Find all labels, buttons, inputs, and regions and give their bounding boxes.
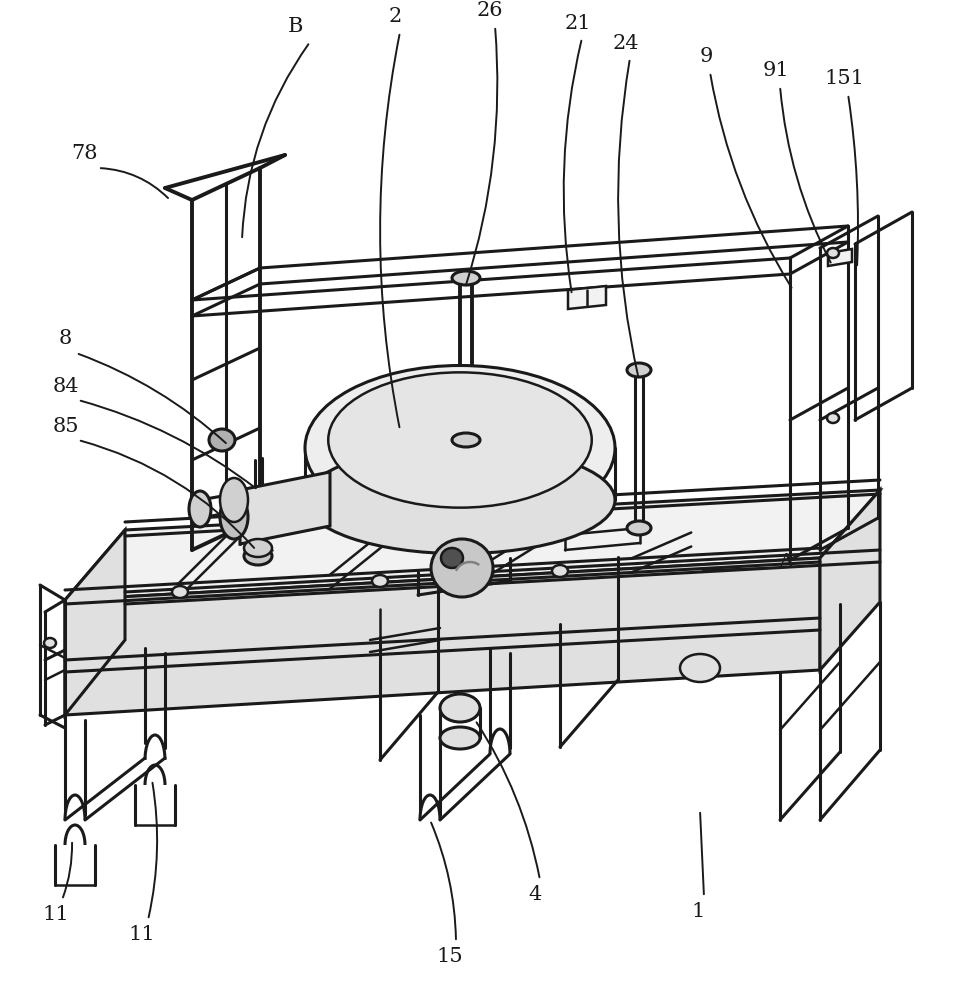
Text: 78: 78: [71, 144, 98, 163]
Ellipse shape: [208, 429, 235, 451]
Ellipse shape: [189, 491, 211, 527]
Text: 4: 4: [528, 885, 541, 904]
Ellipse shape: [626, 363, 650, 377]
Text: 151: 151: [823, 69, 864, 88]
Ellipse shape: [372, 575, 387, 587]
Text: 8: 8: [59, 329, 71, 348]
Text: 84: 84: [53, 377, 79, 396]
Text: 1: 1: [690, 902, 704, 921]
Ellipse shape: [220, 495, 247, 539]
Polygon shape: [65, 558, 820, 715]
Text: 15: 15: [436, 947, 463, 966]
Ellipse shape: [244, 547, 272, 565]
Text: 91: 91: [762, 61, 788, 80]
Ellipse shape: [452, 271, 479, 285]
Ellipse shape: [826, 248, 838, 258]
Ellipse shape: [172, 586, 188, 598]
Text: 21: 21: [564, 14, 591, 33]
Text: 9: 9: [698, 47, 712, 66]
Text: 24: 24: [612, 34, 639, 53]
Text: 11: 11: [128, 925, 156, 944]
Ellipse shape: [439, 727, 479, 749]
Polygon shape: [827, 249, 851, 266]
Polygon shape: [820, 490, 879, 670]
Polygon shape: [567, 286, 605, 309]
Ellipse shape: [44, 638, 56, 648]
Text: 26: 26: [476, 1, 503, 20]
Text: 85: 85: [53, 417, 79, 436]
Ellipse shape: [680, 654, 719, 682]
Ellipse shape: [220, 478, 247, 522]
Ellipse shape: [452, 433, 479, 447]
Text: B: B: [288, 17, 303, 36]
Ellipse shape: [430, 539, 493, 597]
Text: 11: 11: [43, 905, 69, 924]
Ellipse shape: [328, 372, 591, 508]
Ellipse shape: [244, 539, 272, 557]
Ellipse shape: [305, 365, 614, 530]
Polygon shape: [65, 490, 879, 600]
Polygon shape: [240, 472, 330, 544]
Polygon shape: [65, 530, 125, 715]
Ellipse shape: [626, 521, 650, 535]
Ellipse shape: [440, 548, 463, 568]
Text: 2: 2: [388, 7, 401, 26]
Ellipse shape: [439, 694, 479, 722]
Ellipse shape: [305, 446, 614, 554]
Text: A: A: [778, 554, 792, 572]
Ellipse shape: [552, 565, 567, 577]
Ellipse shape: [826, 413, 838, 423]
